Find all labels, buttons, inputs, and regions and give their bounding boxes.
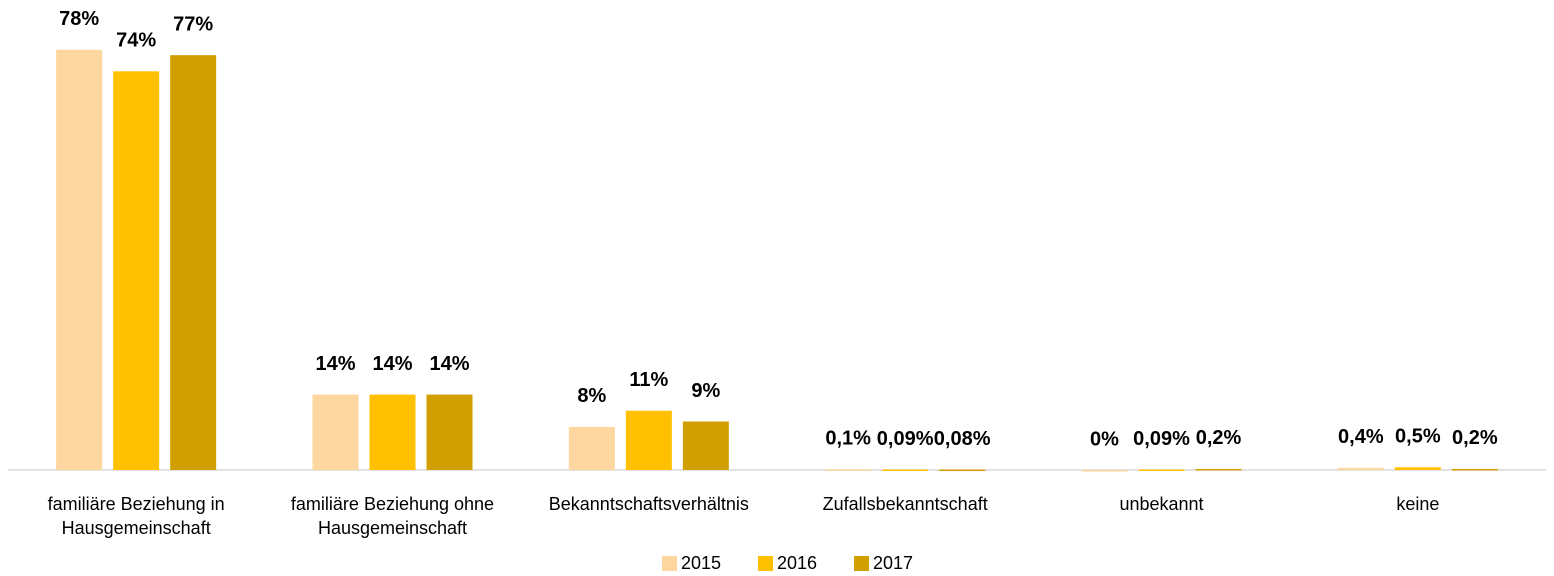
x-tick-label: familiäre Beziehung ohne Hausgemeinschaf…: [290, 494, 495, 538]
bar: [170, 55, 217, 470]
value-label: 0,2%: [1196, 427, 1242, 449]
bar: [56, 49, 103, 471]
bar: [882, 469, 929, 472]
value-label: 14%: [315, 353, 355, 375]
legend-label: 2017: [873, 553, 913, 573]
x-tick-label: unbekannt: [1119, 494, 1204, 514]
x-tick-label: keine: [1396, 494, 1440, 514]
legend-label: 2015: [681, 553, 721, 573]
value-label: 8%: [577, 385, 606, 407]
bar: [1081, 470, 1128, 472]
value-label: 0,4%: [1338, 426, 1384, 448]
legend-swatch: [758, 556, 773, 571]
value-label: 0,08%: [934, 428, 991, 450]
value-label: 0%: [1090, 428, 1119, 450]
value-label: 77%: [173, 13, 213, 35]
value-label: 0,09%: [1133, 428, 1190, 450]
value-label: 11%: [629, 369, 668, 391]
bar: [682, 421, 729, 470]
value-label: 9%: [691, 380, 720, 402]
bar: [312, 394, 359, 470]
value-label: 0,5%: [1395, 426, 1441, 448]
value-label: 0,1%: [825, 428, 871, 450]
x-tick-label: familiäre Beziehung in Hausgemeinschaft: [47, 494, 225, 538]
value-label: 14%: [429, 353, 469, 375]
value-label: 74%: [116, 30, 156, 52]
bar: [1195, 468, 1242, 471]
bar: [625, 410, 672, 470]
value-label: 0,2%: [1452, 427, 1498, 449]
bar: [426, 394, 473, 470]
legend-swatch: [854, 556, 869, 571]
x-tick-label: Bekanntschaftsverhältnis: [548, 494, 749, 514]
bar: [113, 71, 160, 470]
bar: [1394, 467, 1441, 470]
x-tick-label: Zufallsbekanntschaft: [822, 494, 988, 514]
bar: [369, 394, 416, 470]
bar: [1337, 467, 1384, 470]
bar: [825, 469, 872, 471]
legend-label: 2016: [777, 553, 817, 573]
bar: [1451, 468, 1498, 471]
value-label: 78%: [59, 8, 99, 30]
bar: [1138, 469, 1185, 472]
value-label: 14%: [372, 353, 412, 375]
bar: [939, 469, 986, 472]
bar: [568, 426, 615, 470]
legend-swatch: [662, 556, 677, 571]
value-label: 0,09%: [877, 428, 934, 450]
